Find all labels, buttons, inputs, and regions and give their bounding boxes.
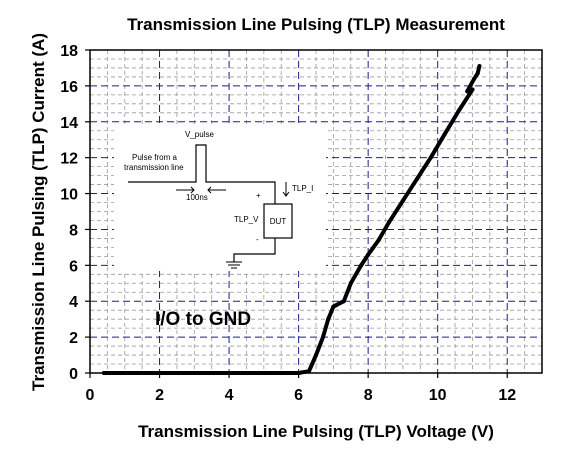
plot-frame xyxy=(89,49,543,374)
data-point xyxy=(359,263,364,268)
pulse-waveform xyxy=(128,144,226,183)
inset-plus-sign: + xyxy=(256,191,261,200)
y-tick-label: 4 xyxy=(69,294,78,311)
data-point xyxy=(428,155,433,160)
inset-duration-label: 100ns xyxy=(186,193,208,202)
data-point xyxy=(320,335,325,340)
dut-circuit-wires xyxy=(226,181,276,262)
data-point xyxy=(326,317,331,322)
current-arrow xyxy=(282,182,290,197)
chart-title: Transmission Line Pulsing (TLP) Measurem… xyxy=(127,15,505,34)
data-point xyxy=(400,198,405,203)
data-point xyxy=(442,132,447,137)
data-point xyxy=(414,177,419,182)
y-tick-label: 6 xyxy=(69,258,78,275)
inset-v-pulse-label: V_pulse xyxy=(185,130,214,139)
x-tick-label: 4 xyxy=(225,387,234,404)
data-point xyxy=(307,369,312,374)
data-point xyxy=(387,220,392,225)
data-point xyxy=(314,353,318,358)
x-tick-label: 8 xyxy=(364,387,373,404)
data-point xyxy=(472,76,477,81)
dut-box xyxy=(263,203,293,239)
data-point xyxy=(465,89,470,94)
y-tick-label: 18 xyxy=(60,43,78,60)
duration-arrows xyxy=(176,186,226,194)
data-point xyxy=(366,252,371,257)
x-tick-label: 0 xyxy=(86,387,95,404)
annotation-io-to-gnd: I/O to GND xyxy=(155,309,251,330)
inset-tlp-v-label: TLP_V xyxy=(234,215,259,224)
dut-label: DUT xyxy=(270,217,287,226)
ground-symbol xyxy=(226,261,242,269)
circuit-inset: V_pulse Pulse from a transmission line 1… xyxy=(114,126,326,271)
data-point xyxy=(333,303,338,308)
data-point xyxy=(348,281,353,286)
data-point xyxy=(456,109,461,114)
x-tick-label: 12 xyxy=(498,387,516,404)
data-point xyxy=(477,64,482,69)
x-tick-label: 10 xyxy=(429,387,447,404)
y-tick-label: 2 xyxy=(69,330,78,347)
y-tick-label: 14 xyxy=(60,115,78,132)
x-tick-label: 6 xyxy=(294,387,303,404)
inset-source-label-2: transmission line xyxy=(124,163,184,172)
inset-minus-sign: - xyxy=(256,235,259,244)
data-point xyxy=(475,71,480,76)
y-tick-label: 12 xyxy=(60,151,78,168)
x-tick-label: 2 xyxy=(155,387,164,404)
data-point xyxy=(376,238,381,243)
data-point xyxy=(466,92,471,97)
y-tick-label: 10 xyxy=(60,187,78,204)
x-axis-label: Transmission Line Pulsing (TLP) Voltage … xyxy=(138,422,494,441)
inset-panel xyxy=(114,126,326,271)
data-point xyxy=(341,299,346,304)
inset-source-label-1: Pulse from a xyxy=(132,153,177,162)
y-tick-label: 0 xyxy=(69,366,78,383)
y-tick-label: 16 xyxy=(60,79,78,96)
axis-ticks: 0 2 4 6 8 10 12 0 2 4 6 8 10 12 14 16 18 xyxy=(60,43,516,404)
y-tick-label: 8 xyxy=(69,222,78,239)
y-axis-label: Transmission Line Pulsing (TLP) Current … xyxy=(29,33,48,391)
inset-tlp-i-label: TLP_I xyxy=(292,184,313,193)
data-point xyxy=(470,87,475,92)
